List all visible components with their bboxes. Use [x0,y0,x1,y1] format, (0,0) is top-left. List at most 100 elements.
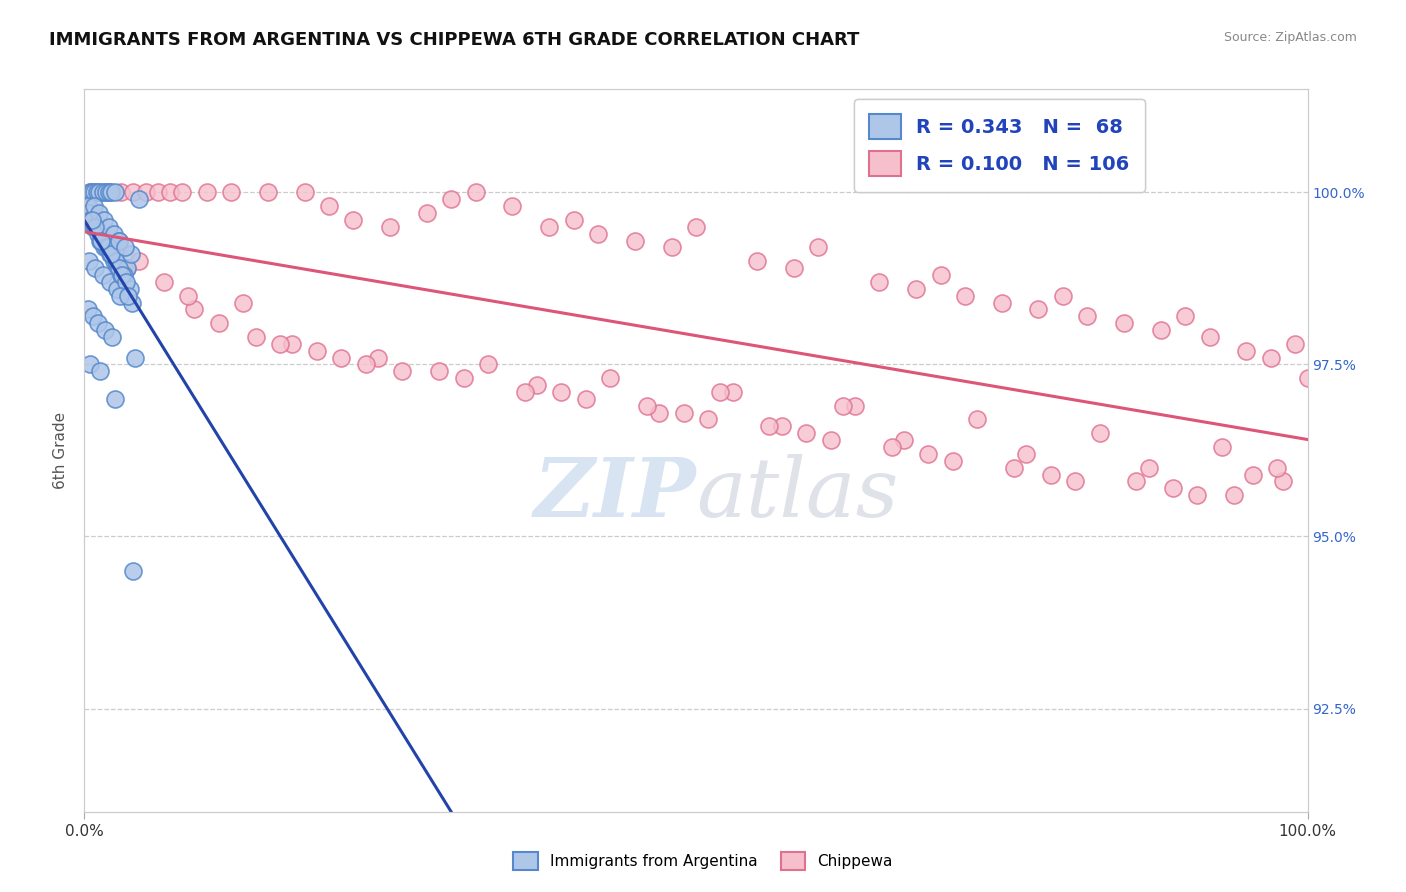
Point [783,261,806,276]
Point [104,392,127,406]
Point [562,213,585,227]
Point [195,186,218,200]
Point [103,227,125,241]
Point [391,364,413,378]
Point [416,206,439,220]
Point [721,384,744,399]
Point [105,261,128,276]
Point [1114,316,1136,330]
Point [107,234,129,248]
Point [513,384,536,399]
Point [966,412,988,426]
Point [893,433,915,447]
Point [153,275,176,289]
Point [77,199,100,213]
Point [367,351,389,365]
Point [91,186,114,200]
Point [1064,475,1087,489]
Point [105,254,128,268]
Point [305,343,328,358]
Point [661,240,683,254]
Point [844,399,866,413]
Point [807,240,830,254]
Point [82,219,104,234]
Point [84,219,107,234]
Point [1076,310,1098,324]
Point [1125,475,1147,489]
Point [526,378,548,392]
Point [82,213,104,227]
Point [115,261,138,276]
Point [794,426,817,441]
Y-axis label: 6th Grade: 6th Grade [53,412,69,489]
Point [709,384,731,399]
Point [1296,371,1319,385]
Point [219,186,242,200]
Point [122,564,145,578]
Point [79,213,101,227]
Point [342,213,364,227]
Point [79,358,101,372]
Point [575,392,598,406]
Point [83,186,105,200]
Point [146,186,169,200]
Point [105,282,128,296]
Point [880,440,903,454]
Point [953,288,976,302]
Point [100,247,122,261]
Point [97,186,120,200]
Point [453,371,475,385]
Point [183,302,205,317]
Point [257,186,280,200]
Point [502,199,524,213]
Point [115,261,138,276]
Point [82,310,104,324]
Text: atlas: atlas [696,454,898,533]
Point [77,206,100,220]
Point [1272,475,1295,489]
Point [1015,447,1038,461]
Point [110,186,132,200]
Text: IMMIGRANTS FROM ARGENTINA VS CHIPPEWA 6TH GRADE CORRELATION CHART: IMMIGRANTS FROM ARGENTINA VS CHIPPEWA 6T… [49,31,859,49]
Point [87,316,110,330]
Point [77,254,100,268]
Point [90,234,112,248]
Point [118,282,141,296]
Point [770,419,793,434]
Point [648,406,671,420]
Point [1150,323,1173,337]
Point [477,358,499,372]
Text: ZIP: ZIP [533,454,696,533]
Point [1174,310,1197,324]
Point [87,206,110,220]
Point [77,302,100,317]
Point [820,433,842,447]
Point [697,412,720,426]
Point [90,234,112,248]
Point [83,199,105,213]
Point [1284,336,1306,351]
Point [114,240,136,254]
Point [91,268,114,282]
Point [1161,481,1184,495]
Point [97,240,120,254]
Point [172,186,194,200]
Point [84,219,107,234]
Point [80,186,103,200]
Point [120,247,142,261]
Point [87,186,110,200]
Point [108,288,131,302]
Point [98,275,121,289]
Point [232,295,254,310]
Point [427,364,450,378]
Point [831,399,853,413]
Point [84,261,107,276]
Point [330,351,353,365]
Point [586,227,609,241]
Point [122,186,145,200]
Point [685,219,707,234]
Point [159,186,181,200]
Point [758,419,780,434]
Legend: Immigrants from Argentina, Chippewa: Immigrants from Argentina, Chippewa [506,845,900,877]
Point [991,295,1014,310]
